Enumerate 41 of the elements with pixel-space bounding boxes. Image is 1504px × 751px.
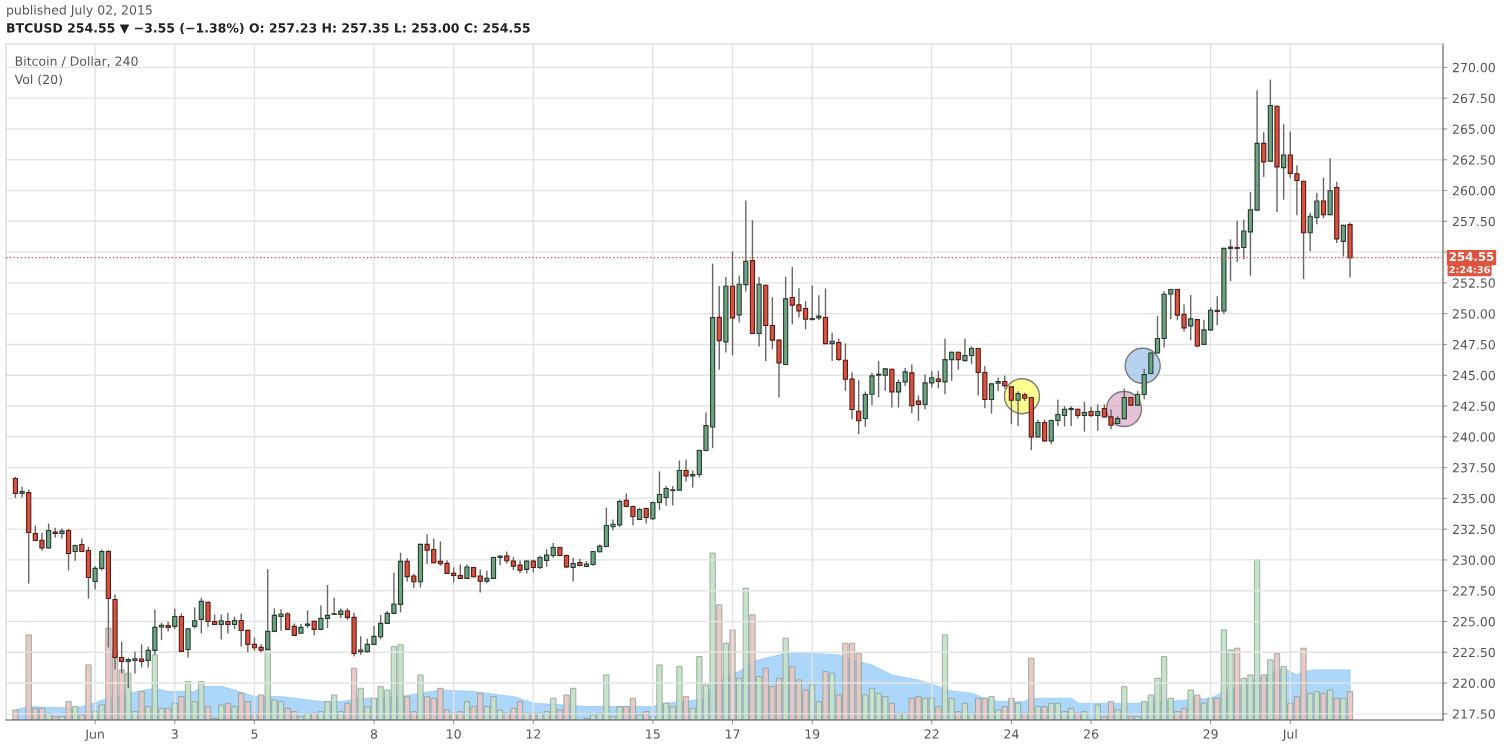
y-tick-label: 240.00 [1452, 432, 1495, 442]
y-tick-label: 257.50 [1452, 216, 1495, 227]
x-tick-label: 19 [805, 729, 820, 739]
text: 2:24:36 [1449, 265, 1490, 274]
x-tick-label: 24 [1004, 729, 1019, 739]
x-tick-label: 5 [251, 729, 258, 739]
y-tick-label: 250.00 [1452, 309, 1495, 319]
y-tick-label: 237.50 [1452, 463, 1495, 473]
y-tick-label: 217.50 [1452, 709, 1495, 719]
x-tick-label: 26 [1084, 729, 1099, 739]
annotation: Bitcoin / Dollar, 240 [15, 56, 138, 68]
ref-line-label: 254.55 [1449, 252, 1494, 262]
y-tick-label: 260.00 [1452, 186, 1495, 196]
y-tick-label: 222.50 [1452, 647, 1495, 658]
x-tick-label: 22 [924, 729, 939, 739]
x-tick-label: 17 [725, 729, 740, 739]
x-tick-label: 12 [526, 729, 541, 739]
y-tick-label: 235.00 [1452, 493, 1495, 504]
y-tick-label: 225.00 [1452, 616, 1495, 627]
y-tick-label: 220.00 [1452, 678, 1495, 688]
x-tick-label: 3 [171, 729, 178, 739]
y-tick-label: 227.50 [1452, 586, 1495, 596]
chart-subtitle: BTCUSD 254.55 ▼ −3.55 (−1.38%) O: 257.23 H: 257.35 L: 253.00 C: 254.55 [7, 22, 530, 35]
y-tick-label: 242.50 [1452, 401, 1495, 411]
x-tick-label: 29 [1203, 729, 1218, 739]
x-tick-label: 10 [447, 729, 461, 739]
x-tick-label: 15 [646, 729, 660, 739]
y-tick-label: 232.50 [1452, 524, 1495, 535]
y-tick-label: 265.00 [1452, 124, 1495, 134]
x-tick-label: Jun [84, 729, 104, 742]
y-tick-label: 245.00 [1452, 370, 1495, 381]
y-tick-label: 252.50 [1452, 278, 1495, 288]
y-tick-label: 262.50 [1452, 155, 1495, 165]
annotation: Vol (20) [14, 74, 62, 86]
y-tick-label: 230.00 [1452, 555, 1495, 565]
y-tick-label: 270.00 [1452, 62, 1495, 73]
x-tick-label: Jul [1282, 729, 1297, 742]
chart-title: published July 02, 2015 [7, 4, 152, 18]
x-tick-label: 8 [370, 729, 378, 739]
y-tick-label: 267.50 [1452, 93, 1495, 104]
y-tick-label: 247.50 [1452, 339, 1495, 350]
